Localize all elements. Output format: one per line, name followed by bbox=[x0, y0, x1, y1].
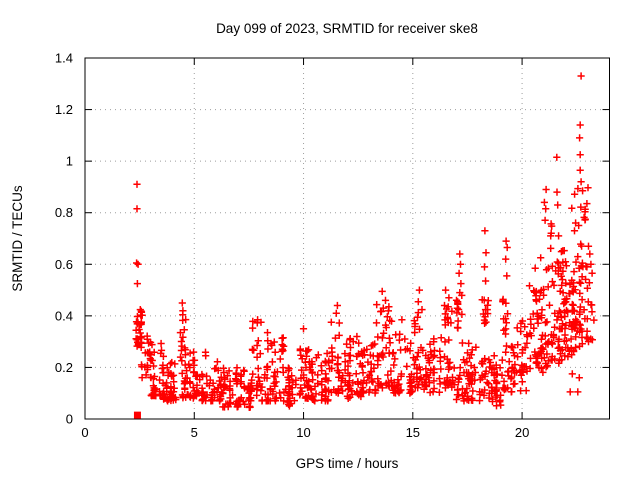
y-axis-label: SRMTID / TECUs bbox=[10, 185, 25, 292]
square-marker bbox=[133, 411, 141, 419]
chart-title: Day 099 of 2023, SRMTID for receiver ske… bbox=[216, 21, 478, 36]
x-tick-label: 0 bbox=[81, 425, 88, 440]
y-tick-label: 1.4 bbox=[55, 51, 73, 66]
y-tick-label: 0.6 bbox=[55, 257, 73, 272]
tick-labels: 0 5 10 15 20 0 0.2 0.4 0.6 0.8 1 1.2 1.4 bbox=[55, 51, 529, 441]
y-tick-label: 0 bbox=[66, 412, 73, 427]
y-tick-label: 1 bbox=[66, 154, 73, 169]
x-axis-label: GPS time / hours bbox=[296, 456, 399, 471]
scatter-points-path bbox=[132, 72, 598, 411]
y-tick-label: 1.2 bbox=[55, 102, 73, 117]
x-tick-label: 15 bbox=[406, 425, 420, 440]
y-tick-label: 0.8 bbox=[55, 205, 73, 220]
data-series-red-plus bbox=[132, 72, 598, 419]
x-tick-label: 10 bbox=[296, 425, 310, 440]
x-tick-label: 20 bbox=[515, 425, 529, 440]
plot-border bbox=[84, 57, 610, 420]
x-tick-label: 5 bbox=[191, 425, 198, 440]
y-tick-label: 0.4 bbox=[55, 308, 73, 323]
y-tick-label: 0.2 bbox=[55, 360, 73, 375]
